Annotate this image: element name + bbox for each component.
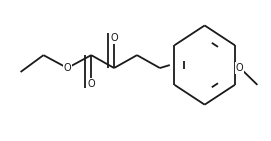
Text: O: O xyxy=(88,79,95,89)
Text: O: O xyxy=(63,63,71,73)
Text: O: O xyxy=(236,63,243,73)
Text: O: O xyxy=(110,33,118,43)
